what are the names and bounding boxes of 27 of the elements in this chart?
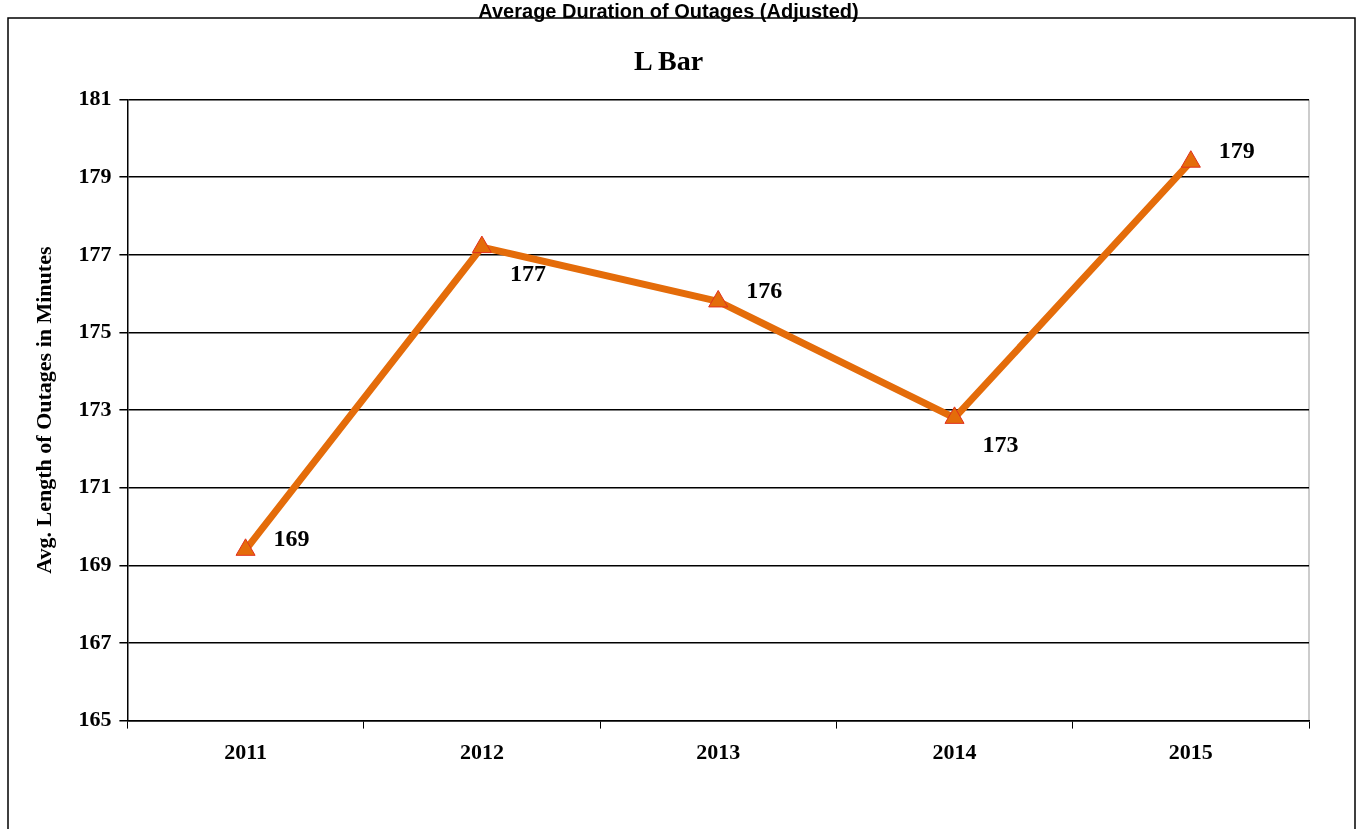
x-tick-label: 2013 [696,739,741,765]
y-axis-title: Avg. Length of Outages in Minutes [30,246,56,574]
y-tick-label: 173 [78,395,112,421]
chart-subtitle: L Bar [633,45,704,77]
y-tick-label: 169 [78,551,112,577]
x-tick-label: 2011 [224,739,267,765]
point [708,289,729,308]
point [1180,150,1201,168]
x-tick-label: 2015 [1168,739,1213,765]
y-tick-label: 181 [78,85,112,111]
y-tick-label: 171 [78,473,112,499]
chart-title: Average Duration of Outages (Adjusted) [478,0,859,22]
y-tick-label: 175 [78,318,112,344]
x-tick-label: 2012 [459,739,504,765]
data-label: 179 [1218,136,1255,163]
data-label: 176 [746,276,783,303]
point [944,406,965,424]
point [235,538,256,556]
x-tick-label: 2014 [932,739,977,765]
y-tick-label: 167 [78,628,112,654]
y-tick-label: 179 [78,162,112,188]
y-tick-label: 165 [78,706,112,732]
point [471,235,492,254]
data-label: 177 [509,260,546,287]
y-tick-label: 177 [78,240,112,266]
data-label: 169 [273,525,310,552]
data-label: 173 [982,431,1019,458]
